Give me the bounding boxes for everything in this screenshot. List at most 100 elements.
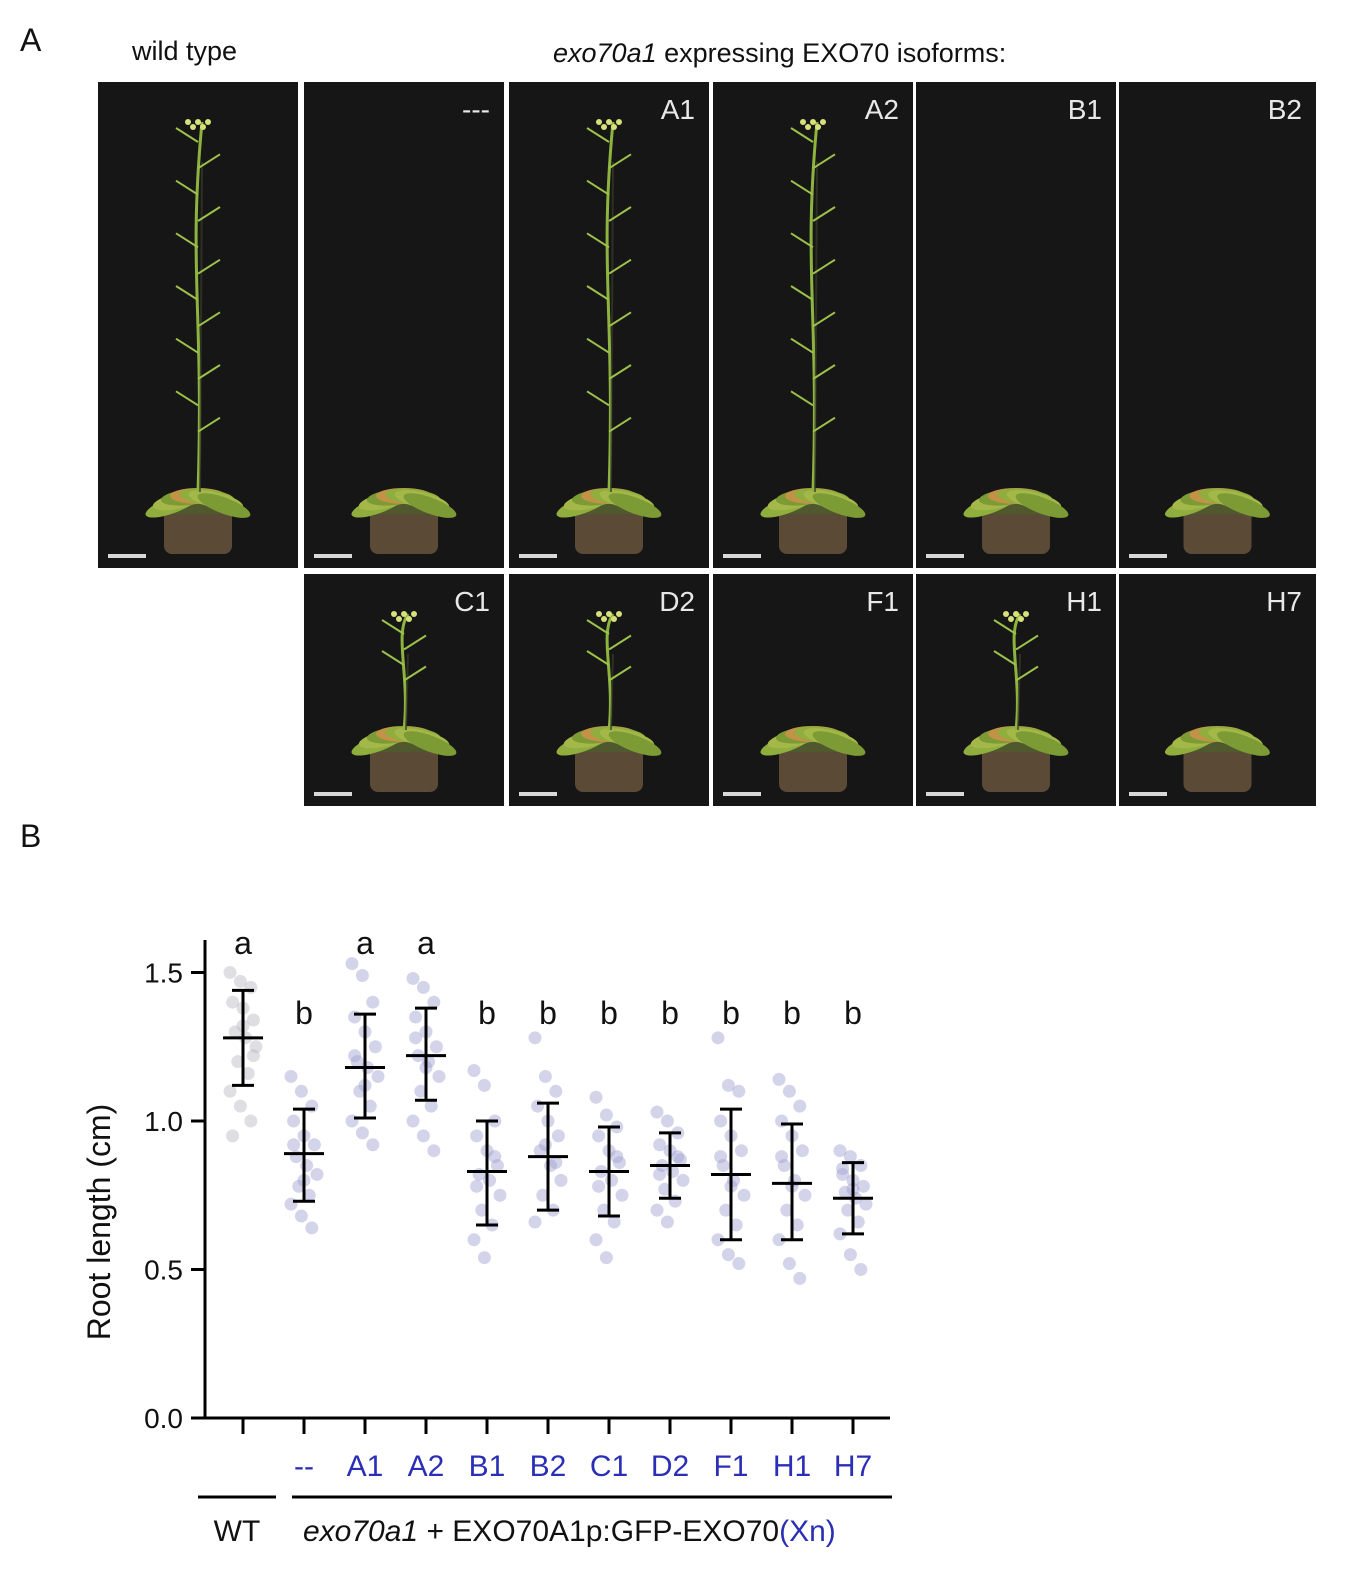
flower-stem	[1012, 613, 1022, 731]
significance-letter: b	[844, 995, 862, 1031]
scale-bar	[1129, 554, 1167, 558]
data-point	[851, 1215, 865, 1229]
data-point	[772, 1072, 786, 1086]
isoform-label: H7	[1266, 586, 1302, 617]
data-point	[833, 1227, 847, 1241]
data-point	[721, 1078, 735, 1092]
data-point	[599, 1251, 613, 1265]
plant-illustration	[145, 119, 251, 554]
data-point	[409, 1010, 423, 1024]
significance-letter: b	[783, 995, 801, 1031]
data-point	[798, 1188, 812, 1202]
data-point	[533, 1144, 547, 1158]
data-point	[729, 1218, 743, 1232]
data-point	[427, 995, 441, 1009]
category-label: --	[294, 1450, 314, 1483]
data-point	[536, 1188, 550, 1202]
data-point	[795, 1144, 809, 1158]
plant-illustration	[556, 611, 662, 792]
data-point	[843, 1150, 857, 1164]
plant-photo: C1	[304, 574, 504, 806]
isoform-label: A2	[864, 94, 899, 125]
data-point	[483, 1173, 497, 1187]
data-point	[538, 1069, 552, 1083]
category-label: F1	[713, 1450, 748, 1483]
data-point	[244, 1114, 258, 1128]
flower-stem	[605, 121, 615, 493]
data-point	[854, 1263, 868, 1276]
scale-bar	[314, 792, 352, 796]
data-point	[650, 1203, 664, 1217]
data-point	[599, 1108, 613, 1122]
data-point	[551, 1129, 565, 1143]
data-point	[348, 1010, 362, 1024]
data-point	[348, 1049, 362, 1063]
data-point	[371, 1069, 385, 1083]
data-point	[241, 1066, 255, 1080]
data-point	[287, 1114, 301, 1128]
scale-bar	[519, 554, 557, 558]
data-point	[231, 1055, 245, 1069]
data-point	[226, 995, 240, 1009]
category-label: D2	[651, 1450, 689, 1483]
data-point	[244, 980, 258, 994]
data-point	[772, 1233, 786, 1247]
plant-photo: ---	[304, 82, 504, 568]
plant-photo	[98, 82, 298, 568]
data-point	[310, 1167, 324, 1181]
data-point	[432, 1069, 446, 1083]
category-label: A1	[347, 1450, 384, 1483]
data-point	[246, 1013, 260, 1027]
data-point	[363, 1099, 377, 1113]
significance-letter: b	[661, 995, 679, 1031]
data-point	[477, 1078, 491, 1092]
data-point	[294, 1209, 308, 1223]
data-point	[294, 1084, 308, 1098]
data-point	[775, 1150, 789, 1164]
significance-letter: b	[722, 995, 740, 1031]
data-point	[549, 1084, 563, 1098]
plant-photo: D2	[509, 574, 709, 806]
significance-letter: b	[295, 995, 313, 1031]
panel-b-letter: B	[20, 818, 42, 854]
data-point	[610, 1150, 624, 1164]
data-point	[836, 1167, 850, 1181]
data-point	[612, 1156, 626, 1170]
isoform-label: B2	[1267, 94, 1302, 125]
wild-type-header: wild type	[132, 36, 238, 66]
data-point	[597, 1203, 611, 1217]
data-point	[528, 1215, 542, 1229]
category-label: C1	[590, 1450, 628, 1483]
data-point	[528, 1031, 542, 1045]
scale-bar	[723, 554, 761, 558]
plant-photo: A2	[713, 82, 913, 568]
data-point	[284, 1069, 298, 1083]
mean-sd-bars	[223, 988, 873, 1242]
data-point	[292, 1179, 306, 1193]
data-point	[843, 1248, 857, 1262]
data-point	[226, 1129, 240, 1143]
data-point	[289, 1150, 303, 1164]
mutant-group-label: exo70a1 + EXO70A1p:GFP-EXO70(Xn)	[303, 1515, 836, 1548]
data-point	[353, 1084, 367, 1098]
isoform-label: H1	[1066, 586, 1102, 617]
isoform-label: ---	[462, 94, 490, 125]
data-point	[249, 1040, 263, 1054]
data-point	[793, 1099, 807, 1113]
data-point	[607, 1215, 621, 1229]
data-point	[246, 1049, 260, 1063]
data-point	[592, 1179, 606, 1193]
data-point	[345, 1114, 359, 1128]
plant-illustration	[351, 611, 457, 792]
scale-bar	[314, 554, 352, 558]
y-axis-label: Root length (cm)	[81, 1104, 117, 1341]
category-label: B1	[469, 1450, 506, 1483]
data-point	[838, 1185, 852, 1199]
data-point	[350, 1055, 364, 1069]
chart-axes: 0.0 0.5 1.0 1.5	[144, 940, 890, 1434]
category-label: A2	[408, 1450, 445, 1483]
plant-illustration	[963, 611, 1069, 792]
data-point	[721, 1248, 735, 1262]
data-point	[488, 1150, 502, 1164]
panel-a-letter: A	[20, 22, 42, 58]
